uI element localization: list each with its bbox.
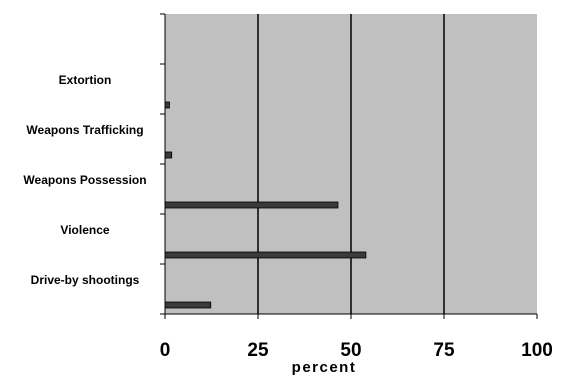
bar: [164, 301, 212, 309]
gridlines: [164, 14, 538, 319]
category-label: Weapons Trafficking: [26, 123, 143, 137]
bar: [164, 251, 367, 259]
category-labels: Extortion Weapons Trafficking Weapons Poss…: [23, 73, 146, 287]
x-tick-label: 25: [247, 340, 269, 361]
bars: [164, 101, 367, 309]
x-tick-label: 100: [521, 340, 553, 361]
x-axis-title: percent: [292, 359, 357, 375]
bar: [164, 201, 339, 209]
y-axis-ticks: [160, 13, 165, 315]
category-label: Violence: [60, 223, 109, 237]
bar: [164, 151, 173, 159]
category-label: Drive-by shootings: [31, 273, 140, 287]
category-label: Weapons Possession: [23, 173, 146, 187]
x-axis-tick-labels: 0 25 50 75 100: [160, 340, 553, 361]
x-tick-label: 0: [160, 340, 171, 361]
x-tick-label: 50: [340, 340, 361, 361]
x-tick-label: 75: [433, 340, 455, 361]
category-label: Extortion: [59, 73, 112, 87]
bar: [164, 101, 170, 109]
